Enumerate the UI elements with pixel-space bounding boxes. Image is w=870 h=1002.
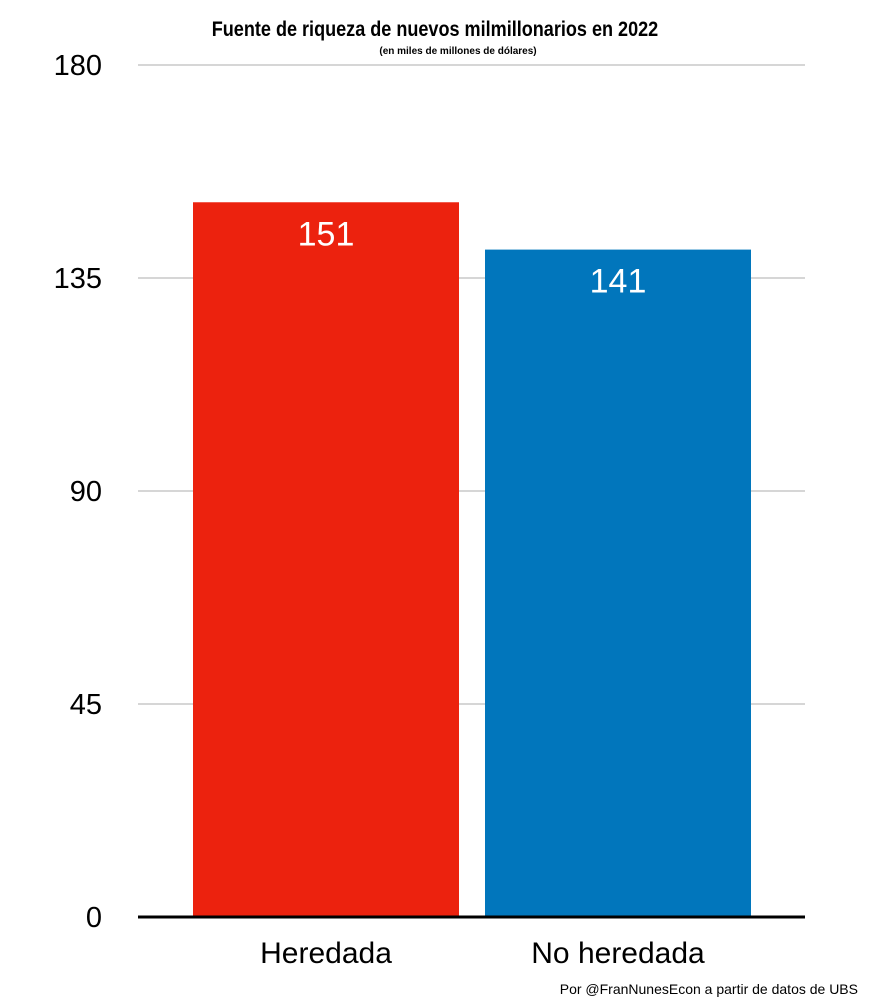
chart-subtitle: (en miles de millones de dólares) bbox=[379, 46, 536, 57]
x-category-label: Heredada bbox=[260, 937, 392, 970]
y-tick-label: 90 bbox=[70, 476, 102, 508]
y-tick-label: 135 bbox=[54, 263, 102, 295]
y-tick-label: 45 bbox=[70, 689, 102, 721]
data-label: 151 bbox=[298, 215, 355, 253]
chart-title: Fuente de riqueza de nuevos milmillonari… bbox=[212, 18, 659, 42]
source-credit: Por @FranNunesEcon a partir de datos de … bbox=[560, 981, 858, 997]
x-category-label: No heredada bbox=[531, 937, 705, 970]
y-tick-label: 180 bbox=[54, 50, 102, 82]
x-axis-categories: Heredada No heredada bbox=[260, 937, 705, 970]
data-labels: 151 141 bbox=[298, 215, 647, 300]
bar-heredada bbox=[193, 202, 459, 917]
y-axis-ticks: 0 45 90 135 180 bbox=[54, 50, 102, 934]
bars bbox=[193, 202, 751, 918]
data-label: 141 bbox=[590, 263, 647, 301]
bar-no-heredada bbox=[485, 249, 751, 918]
y-tick-label: 0 bbox=[86, 902, 102, 934]
